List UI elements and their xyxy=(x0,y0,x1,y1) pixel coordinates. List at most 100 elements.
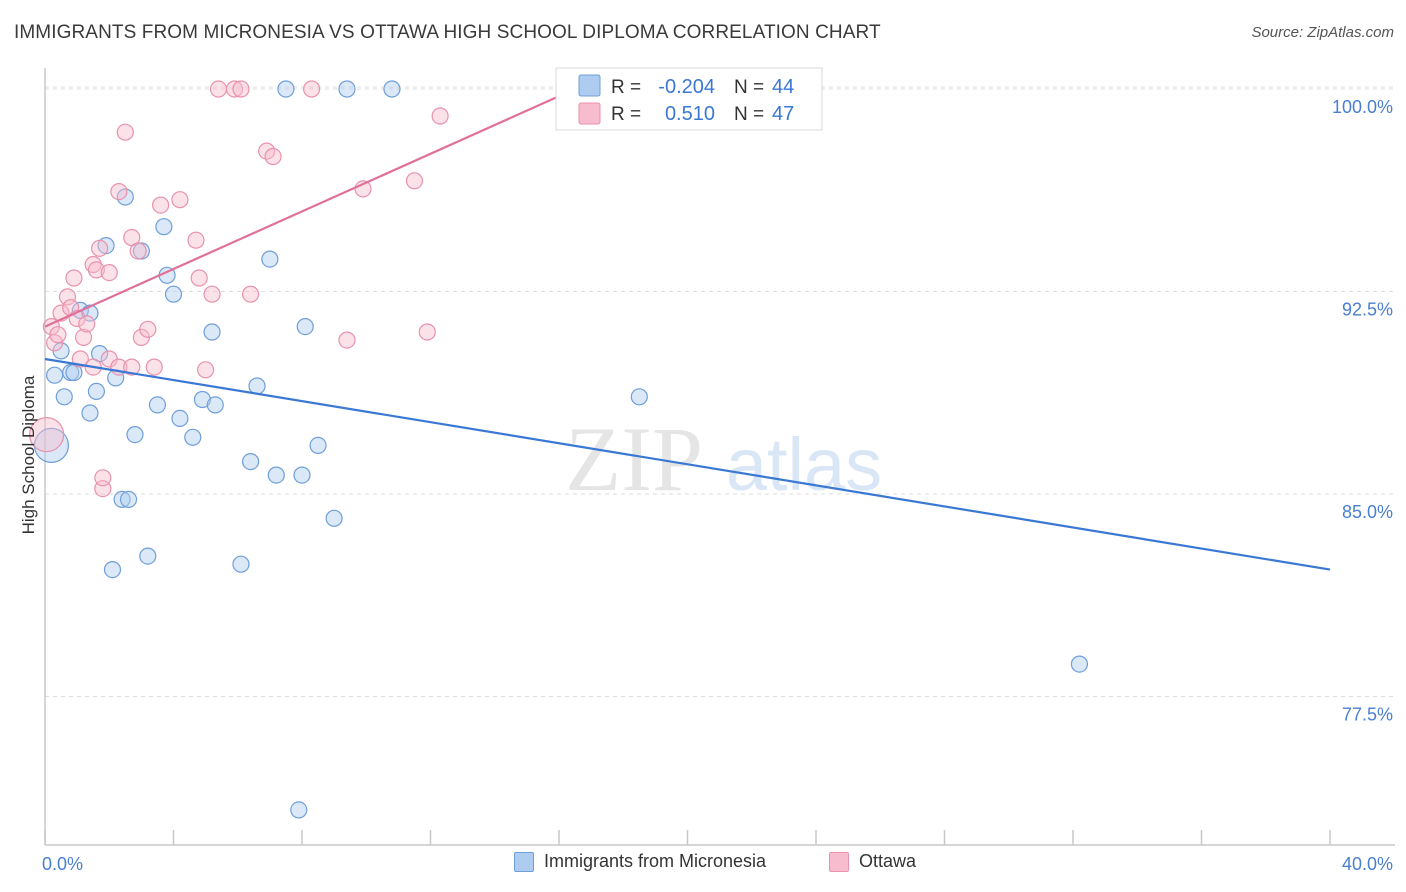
source-label: Source: ZipAtlas.com xyxy=(1251,24,1394,41)
legend-swatch-blue xyxy=(578,74,601,97)
data-point-micronesia xyxy=(103,560,122,579)
data-point-micronesia xyxy=(293,466,311,484)
legend-n-label-1: N = xyxy=(734,77,764,98)
data-point-ottawa xyxy=(242,285,260,303)
legend-r-label-1: R = xyxy=(611,77,641,98)
data-point-ottawa xyxy=(187,231,205,249)
data-point-ottawa xyxy=(171,191,189,209)
data-point-micronesia xyxy=(248,377,266,395)
data-point-micronesia xyxy=(33,427,70,463)
data-point-micronesia xyxy=(184,428,202,446)
y-tick-label: 100.0% xyxy=(1332,97,1393,117)
trend-line-micronesia xyxy=(44,357,1331,571)
data-point-micronesia xyxy=(113,490,131,508)
data-point-ottawa xyxy=(29,417,65,453)
legend-r-value-2: 0.510 xyxy=(665,103,715,125)
y-tick-label: 77.5% xyxy=(1342,705,1393,725)
data-point-micronesia xyxy=(148,396,167,414)
y-tick-label: 92.5% xyxy=(1342,300,1393,320)
data-point-ottawa xyxy=(418,323,436,341)
legend-n-value-1: 44 xyxy=(772,76,794,98)
data-point-ottawa xyxy=(338,331,356,349)
data-point-ottawa xyxy=(74,328,93,346)
data-point-ottawa xyxy=(264,147,282,166)
data-point-micronesia xyxy=(630,388,648,406)
data-point-ottawa xyxy=(431,107,449,125)
y-tick-label: 85.0% xyxy=(1342,502,1393,522)
data-point-micronesia xyxy=(338,80,356,98)
watermark-atlas: atlas xyxy=(726,423,882,506)
trend-lines xyxy=(44,87,1331,571)
legend-swatch-ottawa xyxy=(829,851,849,872)
data-point-ottawa xyxy=(225,80,244,98)
y-axis-label: High School Diploma xyxy=(19,375,38,534)
data-point-ottawa xyxy=(303,80,321,98)
data-point-micronesia xyxy=(242,453,260,471)
data-point-ottawa xyxy=(190,269,208,287)
data-point-micronesia xyxy=(87,382,106,400)
legend-n-label-2: N = xyxy=(734,104,764,125)
data-point-micronesia xyxy=(277,80,295,98)
watermark-zip: ZIP xyxy=(565,408,703,510)
data-point-micronesia xyxy=(55,388,73,406)
data-point-micronesia xyxy=(155,218,173,236)
data-points xyxy=(29,80,1089,819)
data-point-ottawa xyxy=(100,264,118,282)
data-point-ottawa xyxy=(129,242,147,260)
data-point-micronesia xyxy=(261,250,279,268)
data-point-micronesia xyxy=(296,318,314,336)
legend-item-micronesia[interactable]: Immigrants from Micronesia xyxy=(514,851,766,872)
axes: 100.0% 92.5% 85.0% 77.5% 0.0% 40.0% xyxy=(42,68,1395,874)
data-point-micronesia xyxy=(1070,655,1089,673)
data-point-ottawa xyxy=(139,320,157,338)
data-point-micronesia xyxy=(139,547,157,565)
data-point-ottawa xyxy=(94,469,112,487)
data-point-micronesia xyxy=(309,436,327,454)
data-point-micronesia xyxy=(81,404,99,422)
legend-item-ottawa[interactable]: Ottawa xyxy=(829,851,916,872)
x-tick-label: 40.0% xyxy=(1342,854,1393,874)
data-point-ottawa xyxy=(91,239,109,257)
data-point-ottawa xyxy=(65,269,83,287)
data-point-micronesia xyxy=(383,80,401,98)
data-point-micronesia xyxy=(119,490,138,508)
data-point-ottawa xyxy=(203,285,221,303)
data-point-micronesia xyxy=(203,323,221,341)
data-point-micronesia xyxy=(171,409,189,427)
data-point-ottawa xyxy=(78,315,96,333)
data-point-ottawa xyxy=(197,361,215,379)
data-point-micronesia xyxy=(290,801,308,819)
legend-swatch-micronesia xyxy=(514,851,534,872)
data-point-ottawa xyxy=(405,172,424,190)
data-point-micronesia xyxy=(164,285,183,303)
legend-label-micronesia: Immigrants from Micronesia xyxy=(544,851,767,871)
data-point-micronesia xyxy=(232,555,250,573)
legend-r-value-1: -0.204 xyxy=(658,76,715,98)
x-tick-label: 0.0% xyxy=(42,854,83,874)
data-point-micronesia xyxy=(126,426,144,444)
data-point-micronesia xyxy=(325,509,343,527)
bottom-legend: Immigrants from Micronesia Ottawa xyxy=(0,851,1406,881)
data-point-ottawa xyxy=(116,123,134,141)
data-point-ottawa xyxy=(232,80,250,98)
data-point-micronesia xyxy=(193,390,212,409)
data-point-ottawa xyxy=(110,183,128,201)
data-point-ottawa xyxy=(84,255,102,274)
data-point-ottawa xyxy=(49,326,67,344)
data-point-ottawa xyxy=(123,358,141,376)
legend-r-label-2: R = xyxy=(611,104,641,125)
data-point-ottawa xyxy=(87,261,106,279)
legend-box: R = -0.204 N = 44 R = 0.510 N = 47 xyxy=(555,67,823,131)
data-point-micronesia xyxy=(267,466,285,484)
data-point-ottawa xyxy=(58,288,77,306)
data-point-ottawa xyxy=(71,350,89,368)
trend-line-ottawa xyxy=(44,87,576,328)
legend-swatch-pink xyxy=(578,102,601,125)
chart-title: IMMIGRANTS FROM MICRONESIA VS OTTAWA HIG… xyxy=(14,22,881,43)
data-point-ottawa xyxy=(209,80,228,98)
data-point-ottawa xyxy=(152,196,170,214)
watermark: ZIP atlas xyxy=(565,408,882,510)
data-point-micronesia xyxy=(206,396,224,414)
legend-label-ottawa: Ottawa xyxy=(859,851,917,871)
